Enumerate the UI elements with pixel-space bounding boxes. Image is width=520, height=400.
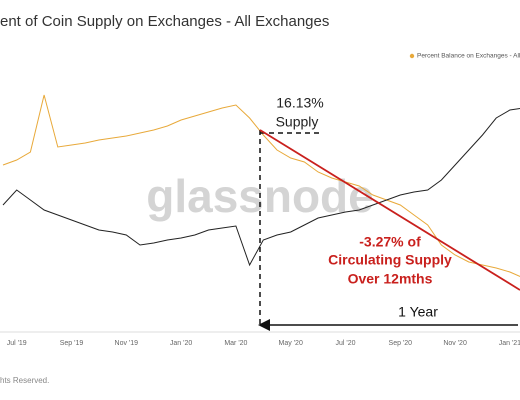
x-tick-label: Nov '19 [115, 340, 139, 347]
annotation: Supply [276, 114, 319, 130]
x-tick-label: Jul '19 [7, 340, 27, 347]
x-tick-label: Jul '20 [335, 340, 355, 347]
footer: hts Reserved. [0, 376, 49, 385]
x-tick-label: Mar '20 [224, 340, 247, 347]
x-tick-label: Jan '20 [170, 340, 192, 347]
annotation: Over 12mths [348, 271, 433, 287]
annotation: Circulating Supply [328, 252, 452, 268]
x-tick-label: Sep '20 [389, 340, 413, 347]
x-tick-label: May '20 [279, 340, 303, 347]
annotation: 1 Year [398, 304, 438, 320]
x-tick-label: Jan '21 [499, 340, 520, 347]
x-tick-label: Sep '19 [60, 340, 84, 347]
legend-label: Percent Balance on Exchanges - All Exc [417, 53, 520, 60]
x-tick-label: Nov '20 [443, 340, 467, 347]
trend-line [259, 129, 520, 291]
chart-title: ent of Coin Supply on Exchanges - All Ex… [0, 13, 329, 30]
series-line [2, 108, 520, 267]
legend-swatch [409, 53, 415, 59]
annotation: 16.13% [276, 95, 323, 111]
annotation: -3.27% of [359, 234, 421, 250]
